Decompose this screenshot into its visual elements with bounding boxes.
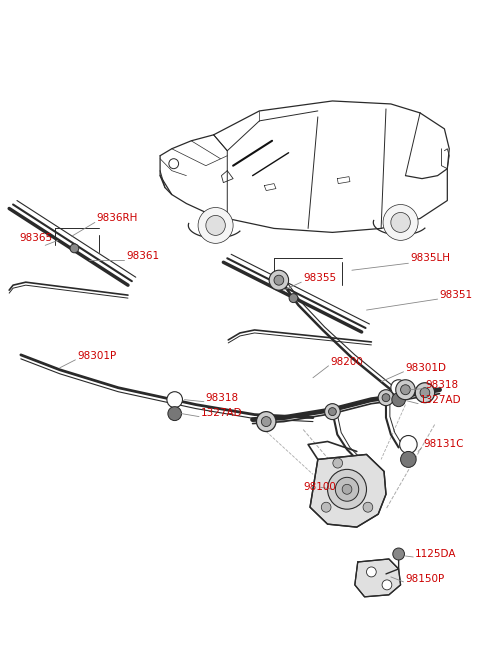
Text: 98301P: 98301P — [77, 351, 117, 361]
Text: 1327AD: 1327AD — [420, 395, 462, 404]
Polygon shape — [355, 559, 401, 597]
Circle shape — [327, 469, 367, 509]
Circle shape — [392, 393, 406, 407]
Circle shape — [328, 408, 336, 415]
Text: 9836RH: 9836RH — [97, 214, 138, 223]
Text: 98100: 98100 — [303, 482, 336, 492]
Circle shape — [333, 458, 343, 468]
Circle shape — [420, 388, 430, 398]
Circle shape — [206, 215, 225, 236]
Text: 98355: 98355 — [303, 273, 336, 283]
Text: 98318: 98318 — [206, 393, 239, 402]
Circle shape — [401, 385, 410, 395]
Circle shape — [363, 502, 373, 512]
Circle shape — [401, 452, 416, 467]
Circle shape — [382, 393, 390, 402]
Circle shape — [261, 417, 271, 426]
Circle shape — [198, 208, 233, 243]
Circle shape — [168, 407, 181, 421]
Circle shape — [396, 380, 415, 400]
Circle shape — [378, 389, 394, 406]
Text: 1327AD: 1327AD — [201, 408, 242, 417]
Circle shape — [382, 580, 392, 590]
Circle shape — [321, 502, 331, 512]
Circle shape — [400, 435, 417, 454]
Circle shape — [70, 244, 79, 253]
Text: 9835LH: 9835LH — [410, 253, 450, 263]
Text: 98318: 98318 — [425, 380, 458, 389]
Text: 98301D: 98301D — [406, 363, 446, 373]
Circle shape — [169, 159, 179, 169]
Text: 98131C: 98131C — [423, 439, 464, 450]
Circle shape — [393, 548, 405, 560]
Circle shape — [336, 477, 359, 501]
Circle shape — [256, 411, 276, 432]
Polygon shape — [310, 454, 386, 527]
Text: 98365: 98365 — [19, 234, 52, 243]
Circle shape — [167, 391, 182, 408]
Circle shape — [269, 270, 288, 290]
Circle shape — [342, 485, 352, 494]
Text: 98361: 98361 — [126, 251, 159, 261]
Circle shape — [391, 212, 410, 232]
Text: 1125DA: 1125DA — [415, 549, 456, 559]
Circle shape — [367, 567, 376, 577]
Circle shape — [274, 275, 284, 285]
Circle shape — [324, 404, 340, 420]
Circle shape — [289, 294, 298, 303]
Text: 98150P: 98150P — [406, 574, 444, 584]
Text: 98351: 98351 — [440, 290, 473, 300]
Circle shape — [383, 204, 418, 240]
Circle shape — [415, 383, 435, 402]
Text: 98200: 98200 — [330, 357, 363, 367]
Circle shape — [391, 380, 407, 396]
